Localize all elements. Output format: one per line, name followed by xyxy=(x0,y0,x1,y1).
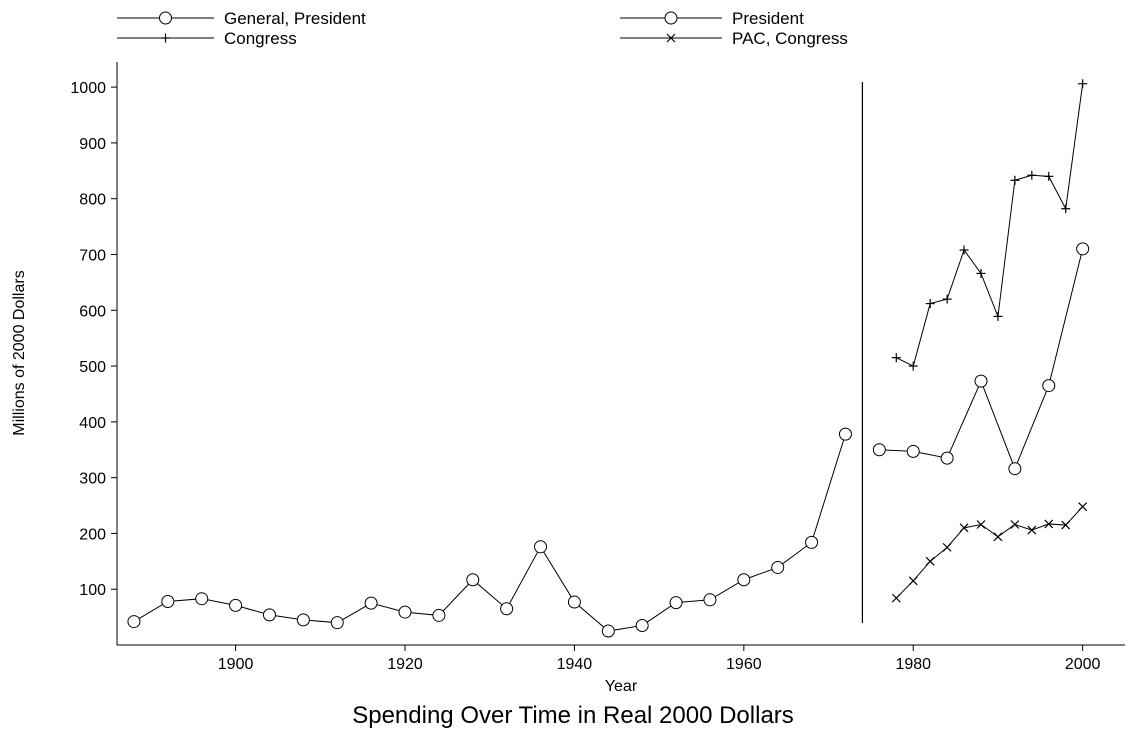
data-point xyxy=(974,374,988,388)
series-pac-congress xyxy=(891,502,1088,603)
y-tick-label: 800 xyxy=(79,192,106,209)
data-point xyxy=(1078,502,1088,512)
data-point xyxy=(703,593,717,607)
data-point xyxy=(908,576,918,586)
data-point xyxy=(1042,379,1056,393)
data-point xyxy=(500,602,514,616)
data-point xyxy=(432,608,446,622)
axes: 100 200 300 400 500 600 700 800 900 1000 1900 1920 1… xyxy=(70,62,1125,673)
data-point xyxy=(296,613,310,627)
legend-label: President xyxy=(732,9,804,28)
data-point xyxy=(805,535,819,549)
data-point xyxy=(567,595,581,609)
y-tick-label: 700 xyxy=(79,247,106,264)
legend-marker xyxy=(159,11,172,25)
y-axis-title: Millions of 2000 Dollars xyxy=(11,270,28,435)
y-tick-label: 200 xyxy=(79,526,106,543)
data-point xyxy=(466,573,480,587)
data-point xyxy=(838,427,852,441)
data-point xyxy=(872,443,886,457)
data-point xyxy=(976,520,986,529)
data-point xyxy=(1008,462,1022,476)
legend: General, President President Congress PAC, … xyxy=(117,9,848,48)
data-point xyxy=(161,594,175,608)
legend-label: Congress xyxy=(224,29,297,48)
legend-entry: PAC, Congress xyxy=(620,29,848,48)
legend-entry: General, President xyxy=(117,9,366,28)
data-point xyxy=(771,560,785,574)
legend-entry: Congress xyxy=(117,29,297,48)
y-tick-label: 900 xyxy=(79,136,106,153)
x-tick-label: 1900 xyxy=(218,656,254,673)
y-tick-label: 100 xyxy=(79,582,106,599)
y-tick-label: 400 xyxy=(79,415,106,432)
data-point xyxy=(601,624,615,638)
series-line xyxy=(895,506,1084,599)
data-point xyxy=(534,540,548,554)
data-point xyxy=(925,299,935,309)
x-tick-label: 1960 xyxy=(726,656,762,673)
x-tick-label: 1980 xyxy=(895,656,931,673)
y-tick-label: 600 xyxy=(79,303,106,320)
data-point xyxy=(1027,525,1037,535)
data-point xyxy=(1061,520,1071,530)
chart-title: Spending Over Time in Real 2000 Dollars xyxy=(352,702,794,729)
data-point xyxy=(737,573,751,587)
data-point xyxy=(1010,175,1020,185)
legend-marker xyxy=(161,33,170,43)
legend-label: General, President xyxy=(224,9,366,28)
data-point xyxy=(364,596,378,610)
data-point xyxy=(940,451,954,465)
series-line xyxy=(896,83,1084,367)
data-point xyxy=(195,592,209,606)
data-point xyxy=(942,294,952,304)
data-point xyxy=(891,353,901,363)
data-point xyxy=(635,618,649,632)
legend-marker xyxy=(664,11,678,25)
data-point xyxy=(229,598,243,612)
y-tick-label: 300 xyxy=(79,471,106,488)
series-line xyxy=(133,433,846,632)
data-point xyxy=(1061,204,1071,214)
data-point xyxy=(959,245,969,255)
data-point xyxy=(993,311,1003,321)
data-point xyxy=(1010,520,1020,529)
data-point xyxy=(959,523,969,533)
data-point xyxy=(1044,171,1054,181)
data-point xyxy=(942,542,952,552)
series-layer xyxy=(127,79,1090,638)
data-point xyxy=(891,593,901,603)
legend-marker xyxy=(666,33,676,43)
data-point xyxy=(398,605,412,619)
data-point xyxy=(1044,519,1054,529)
data-point xyxy=(976,268,986,278)
series-general-president xyxy=(127,427,852,638)
data-point xyxy=(1027,170,1037,180)
series-congress xyxy=(891,79,1088,371)
series-line xyxy=(879,248,1084,471)
data-point xyxy=(330,616,344,630)
data-point xyxy=(993,532,1003,542)
y-tick-label: 1000 xyxy=(70,80,106,97)
data-point xyxy=(1076,242,1090,256)
series-president xyxy=(872,242,1090,476)
data-point xyxy=(925,556,935,566)
legend-entry: President xyxy=(620,9,804,28)
x-tick-label: 1940 xyxy=(557,656,593,673)
data-point xyxy=(906,444,920,458)
legend-label: PAC, Congress xyxy=(732,29,848,48)
data-point xyxy=(908,361,918,371)
x-tick-label: 1920 xyxy=(387,656,423,673)
data-point xyxy=(1078,79,1088,89)
y-tick-label: 500 xyxy=(79,359,106,376)
x-axis-title: Year xyxy=(605,678,638,695)
data-point xyxy=(262,608,276,622)
data-point xyxy=(669,596,683,610)
x-tick-label: 2000 xyxy=(1065,656,1101,673)
data-point xyxy=(127,615,141,629)
